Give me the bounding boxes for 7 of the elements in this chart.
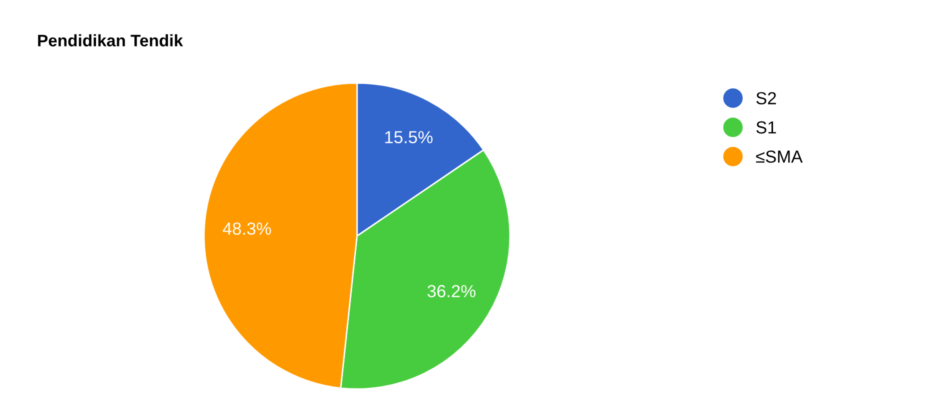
legend-label: S1 [756, 121, 776, 134]
data-label: 48.3% [222, 222, 271, 235]
legend-label: S2 [756, 92, 776, 104]
legend-label: ≤SMA [756, 150, 803, 163]
data-label: 15.5% [385, 131, 433, 144]
data-label: 36.2% [428, 285, 476, 298]
chart-title: Pendidikan Tendik [38, 34, 184, 46]
